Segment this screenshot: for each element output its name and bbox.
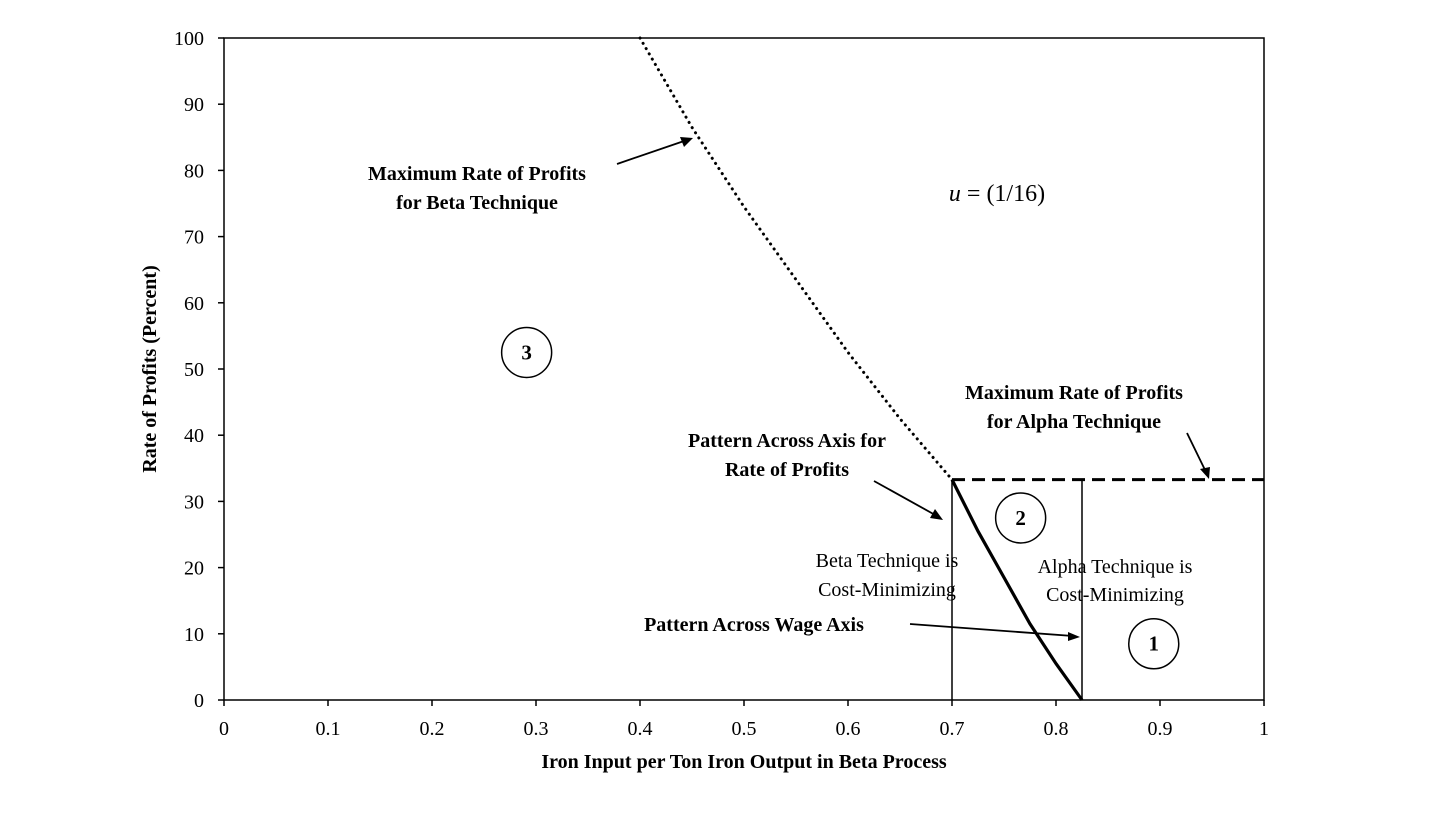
x-tick-label: 0.1 (316, 718, 341, 740)
x-tick-label: 0.6 (836, 718, 861, 740)
y-tick-label: 70 (184, 227, 204, 249)
y-axis-ticks: 0 10 20 30 40 50 60 70 80 90 100 (174, 28, 224, 712)
arrow-max-alpha-head (1200, 467, 1210, 479)
arrow-max-beta (616, 139, 688, 165)
y-axis-title: Rate of Profits (Percent) (139, 265, 161, 473)
x-tick-label: 0.3 (524, 718, 549, 740)
x-tick-label: 0.9 (1148, 718, 1173, 740)
u-label: u = (1/16) (949, 181, 1045, 207)
y-tick-label: 80 (184, 160, 204, 182)
region-number: 1 (1149, 632, 1160, 656)
region-circle (1128, 617, 1180, 670)
y-tick-label: 100 (174, 28, 204, 50)
y-tick-label: 40 (184, 425, 204, 447)
alpha-cost-min-line2: Cost-Minimizing (1046, 584, 1184, 606)
series-line-dotted (638, 36, 954, 482)
max-alpha-label-line2: for Alpha Technique (987, 411, 1161, 433)
series-layer (638, 36, 1264, 701)
pattern-wage-label: Pattern Across Wage Axis (644, 614, 864, 636)
max-beta-label-line1: Maximum Rate of Profits (368, 163, 586, 185)
alpha-cost-min-line1: Alpha Technique is (1038, 556, 1193, 578)
x-axis-title: Iron Input per Ton Iron Output in Beta P… (541, 751, 947, 773)
x-tick-label: 0.7 (940, 718, 965, 740)
beta-cost-min-line1: Beta Technique is (816, 550, 959, 572)
region-number: 2 (1015, 506, 1026, 530)
arrow-pattern-wage-head (1068, 632, 1080, 641)
y-tick-label: 50 (184, 359, 204, 381)
arrow-max-beta-head (680, 137, 693, 147)
y-tick-label: 30 (184, 491, 204, 513)
y-tick-label: 0 (194, 690, 204, 712)
region-markers: 1 2 3 (500, 326, 1180, 670)
y-tick-label: 90 (184, 94, 204, 116)
vertical-lines (951, 479, 1083, 700)
pattern-profits-label-line2: Rate of Profits (725, 459, 849, 481)
arrow-pattern-wage (909, 623, 1074, 637)
max-beta-label-line2: for Beta Technique (396, 192, 558, 214)
x-tick-label: 0 (219, 718, 229, 740)
region-circle (500, 326, 553, 379)
series-line-solid-thick (950, 478, 1084, 701)
y-tick-label: 10 (184, 624, 204, 646)
x-tick-label: 1 (1259, 718, 1269, 740)
region-circle (994, 492, 1047, 544)
x-axis-ticks: 0 0.1 0.2 0.3 0.4 0.5 0.6 0.7 0.8 0.9 1 (219, 700, 1269, 740)
x-tick-label: 0.5 (732, 718, 757, 740)
y-tick-label: 20 (184, 558, 204, 580)
arrow-max-alpha (1186, 432, 1207, 473)
region-number: 3 (521, 340, 532, 364)
x-tick-label: 0.4 (628, 718, 653, 740)
x-tick-label: 0.2 (420, 718, 445, 740)
beta-cost-min-line2: Cost-Minimizing (818, 579, 956, 601)
pattern-profits-label-line1: Pattern Across Axis for (688, 430, 886, 452)
x-tick-label: 0.8 (1044, 718, 1069, 740)
arrow-pattern-profits (873, 480, 938, 517)
arrow-pattern-profits-head (930, 509, 943, 520)
max-alpha-label-line1: Maximum Rate of Profits (965, 382, 1183, 404)
y-tick-label: 60 (184, 293, 204, 315)
